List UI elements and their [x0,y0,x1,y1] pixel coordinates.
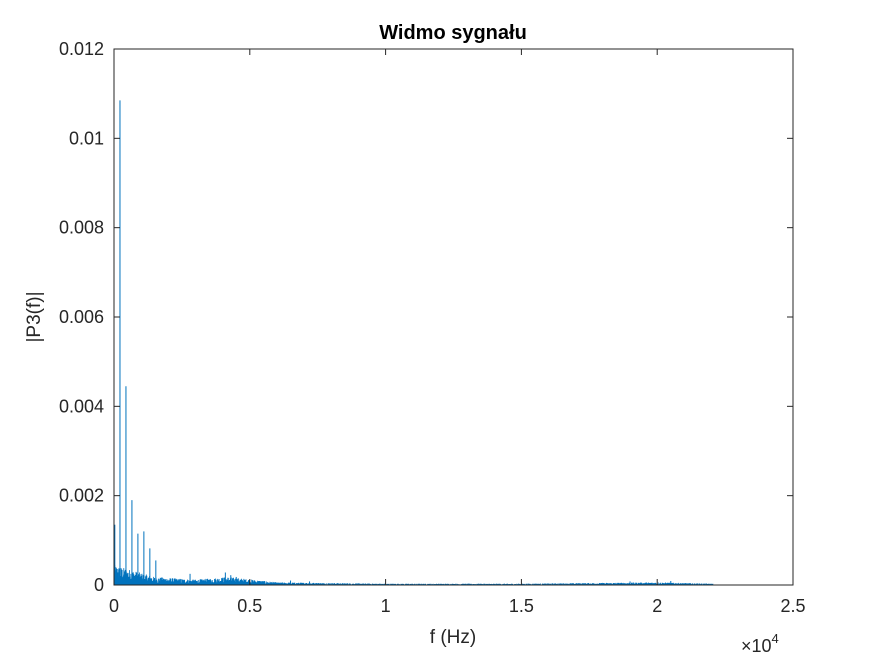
chart-title: Widmo sygnału [379,22,527,44]
y-tick-label: 0.006 [59,307,104,327]
x-tick-label: 1 [381,596,391,616]
y-axis-ticks: 0 0.002 0.004 0.006 0.008 0.01 0.012 [59,39,793,595]
y-tick-label: 0 [94,575,104,595]
x-tick-label: 0.5 [237,596,262,616]
y-tick-label: 0.002 [59,486,104,506]
x-axis-ticks: 0 0.5 1 1.5 2 2.5 [109,49,806,616]
y-tick-label: 0.012 [59,39,104,59]
x-tick-label: 1.5 [509,596,534,616]
y-axis-label: |P3(f)| [24,291,45,342]
x-exponent-power: 4 [772,631,779,646]
x-exponent-base: ×10 [741,636,772,656]
x-tick-label: 0 [109,596,119,616]
y-tick-label: 0.004 [59,396,104,416]
x-axis-exponent: ×104 [741,631,779,656]
y-tick-label: 0.008 [59,218,104,238]
x-tick-label: 2 [652,596,662,616]
x-tick-label: 2.5 [780,596,805,616]
x-axis-label: f (Hz) [430,627,476,648]
plot-area [114,49,793,585]
y-tick-label: 0.01 [69,128,104,148]
